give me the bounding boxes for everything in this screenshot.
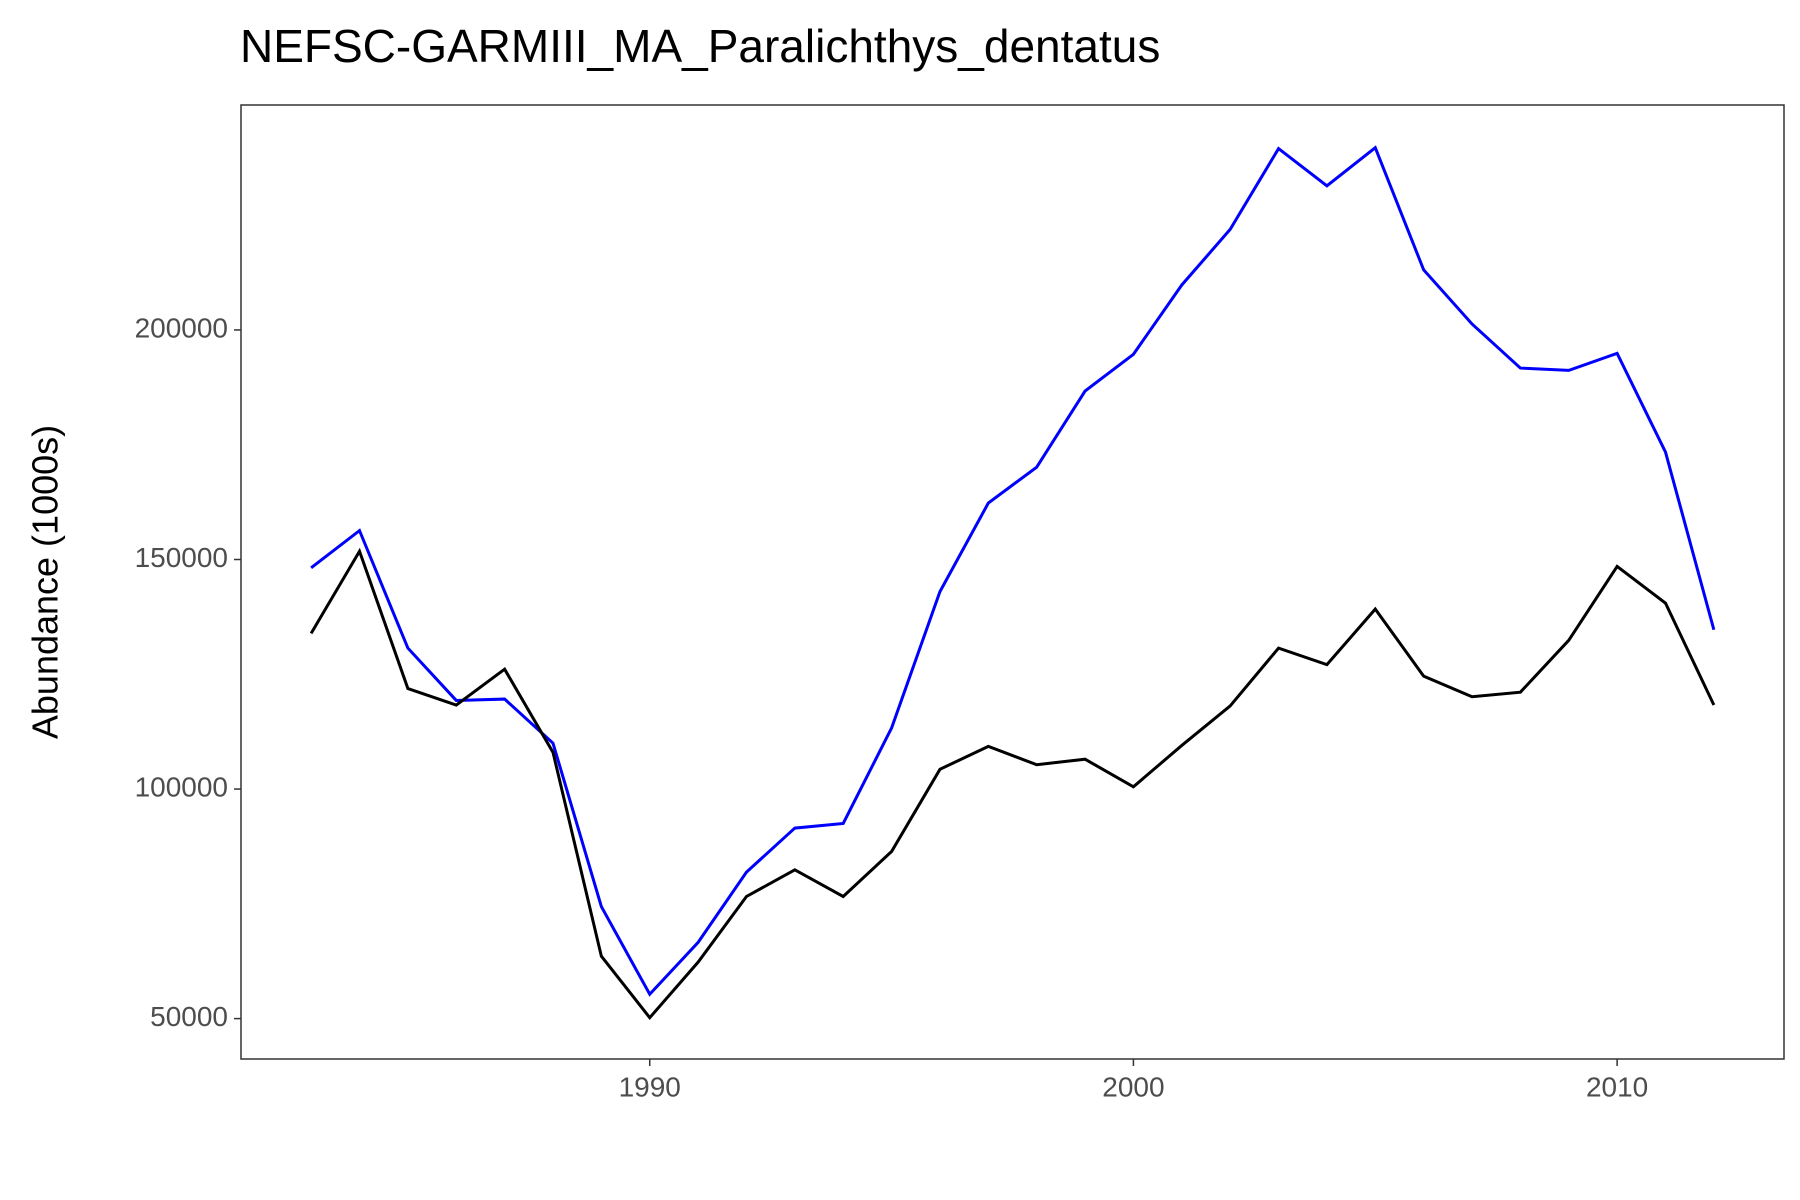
chart-title: NEFSC-GARMIII_MA_Paralichthys_dentatus [240, 20, 1160, 72]
x-tick-label: 2010 [1586, 1071, 1648, 1102]
y-tick-label: 150000 [135, 542, 228, 573]
y-tick-label: 100000 [135, 771, 228, 802]
y-tick-label: 200000 [135, 312, 228, 343]
panel-border [240, 104, 1785, 1060]
line [309, 547, 1716, 1021]
y-tick-label: 50000 [150, 1001, 228, 1032]
x-tick-label: 1990 [619, 1071, 681, 1102]
x-tick-label: 2000 [1102, 1071, 1164, 1102]
y-axis-label: Abundance (1000s) [25, 425, 66, 739]
line [310, 145, 1716, 997]
